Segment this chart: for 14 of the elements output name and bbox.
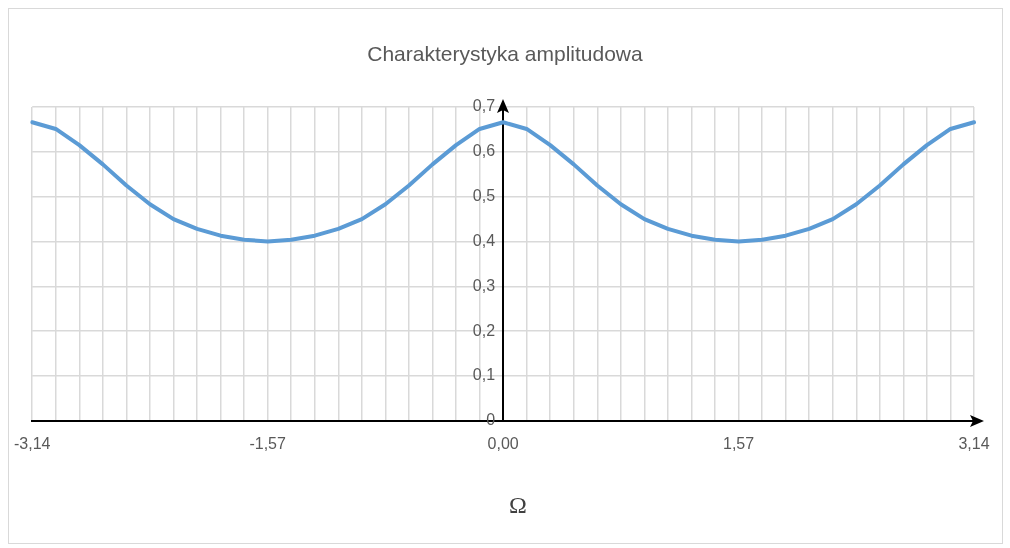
y-tick-label: 0,1 bbox=[472, 366, 496, 384]
y-tick-label: 0,6 bbox=[472, 142, 496, 160]
y-tick-label: 0,5 bbox=[472, 187, 496, 205]
x-axis-title: Ω bbox=[508, 492, 528, 519]
x-tick-label: -3,14 bbox=[14, 434, 51, 452]
y-tick-label: 0,3 bbox=[472, 276, 496, 294]
x-tick-label: -1,57 bbox=[249, 434, 287, 452]
chart-title: Charakterystyka amplitudowa bbox=[366, 42, 644, 66]
x-tick-label: 3,14 bbox=[958, 434, 990, 452]
y-tick-label: 0,2 bbox=[472, 321, 496, 339]
x-tick-label: 0,00 bbox=[487, 434, 519, 452]
y-tick-label: 0,4 bbox=[472, 231, 496, 249]
x-tick-label: 1,57 bbox=[722, 434, 755, 452]
y-tick-label: 0,7 bbox=[472, 97, 496, 115]
